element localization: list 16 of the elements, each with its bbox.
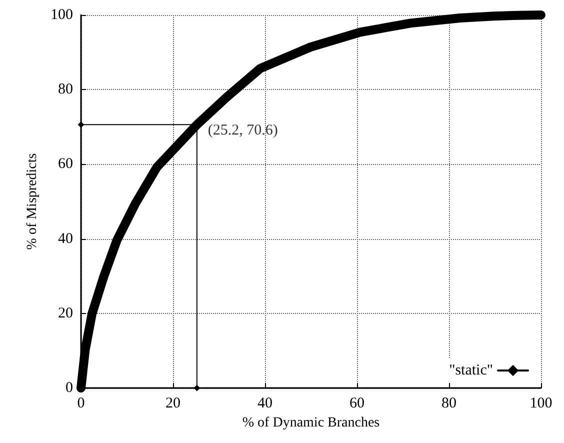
- y-tick-label: 0: [66, 380, 73, 396]
- y-tick-label: 100: [50, 7, 73, 23]
- x-tick-label: 60: [350, 396, 364, 412]
- y-tick-label: 60: [58, 156, 73, 172]
- x-tick-label: 20: [166, 396, 180, 412]
- y-tick-label: 40: [58, 230, 73, 247]
- x-tick-label: 0: [77, 396, 85, 412]
- x-tick-label: 100: [530, 396, 552, 412]
- legend-label: "static": [449, 362, 493, 378]
- y-axis-title: % of Mispredicts: [25, 153, 40, 250]
- x-axis-title: % of Dynamic Branches: [242, 415, 380, 430]
- x-tick-label: 40: [258, 396, 272, 412]
- annotation: (25.2, 70.6): [208, 122, 278, 139]
- y-tick-label: 80: [58, 82, 73, 98]
- x-tick-label: 80: [442, 396, 456, 412]
- y-tick-label: 20: [58, 305, 73, 322]
